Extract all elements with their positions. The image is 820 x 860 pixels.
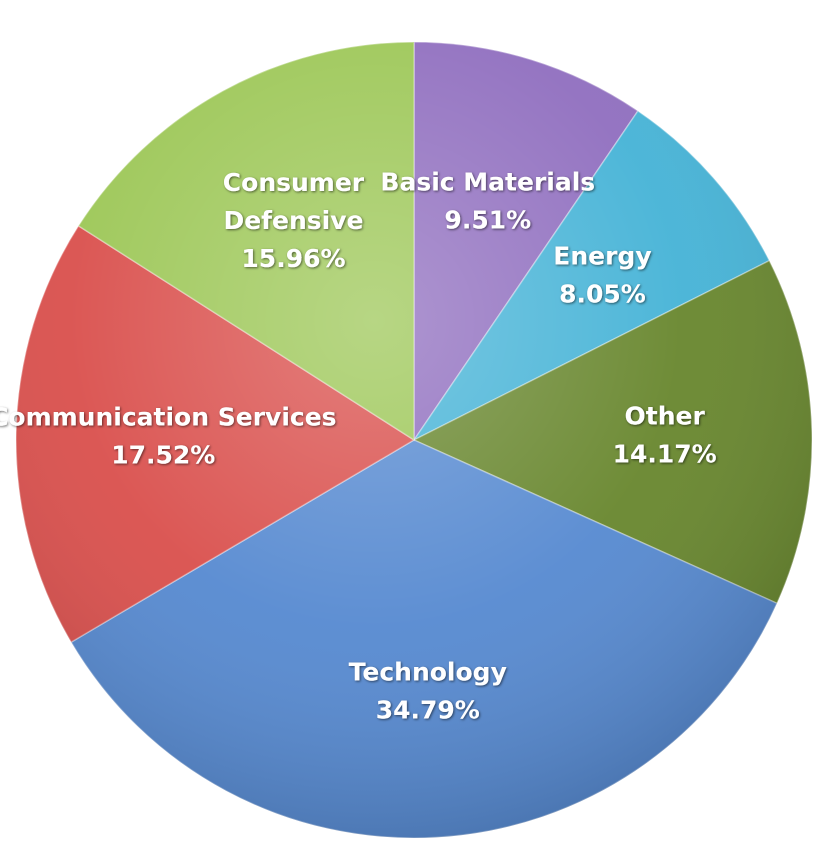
slice-name-label: Defensive (223, 206, 363, 235)
slice-name-label: Communication Services (0, 403, 337, 432)
slice-value-label: 34.79% (376, 695, 480, 724)
labels-layer: Basic Materials 9.51% Energy 8.05% Other 14.1… (0, 167, 717, 724)
slice-value-label: 15.96% (241, 244, 345, 273)
slice-label-group-basic-materials: Basic Materials 9.51% (380, 167, 595, 234)
slice-value-label: 17.52% (111, 441, 215, 470)
slice-label-group-energy: Energy 8.05% (553, 242, 651, 309)
slice-label-group-communication-services: Communication Services 17.52% (0, 403, 337, 470)
slice-label-group-other: Other 14.17% (613, 401, 717, 468)
slice-value-label: 14.17% (613, 439, 717, 468)
slice-label-group-technology: Technology 34.79% (349, 657, 507, 724)
slice-name-label: Other (625, 401, 706, 430)
slice-name-label: Basic Materials (380, 167, 595, 196)
slice-name-label: Energy (553, 242, 651, 271)
slice-label-group-consumer-defensive: Consumer Defensive 15.96% (223, 168, 365, 273)
slice-name-label: Consumer (223, 168, 365, 197)
slice-value-label: 8.05% (559, 280, 646, 309)
slice-name-label: Technology (349, 657, 507, 686)
slice-value-label: 9.51% (444, 205, 531, 234)
